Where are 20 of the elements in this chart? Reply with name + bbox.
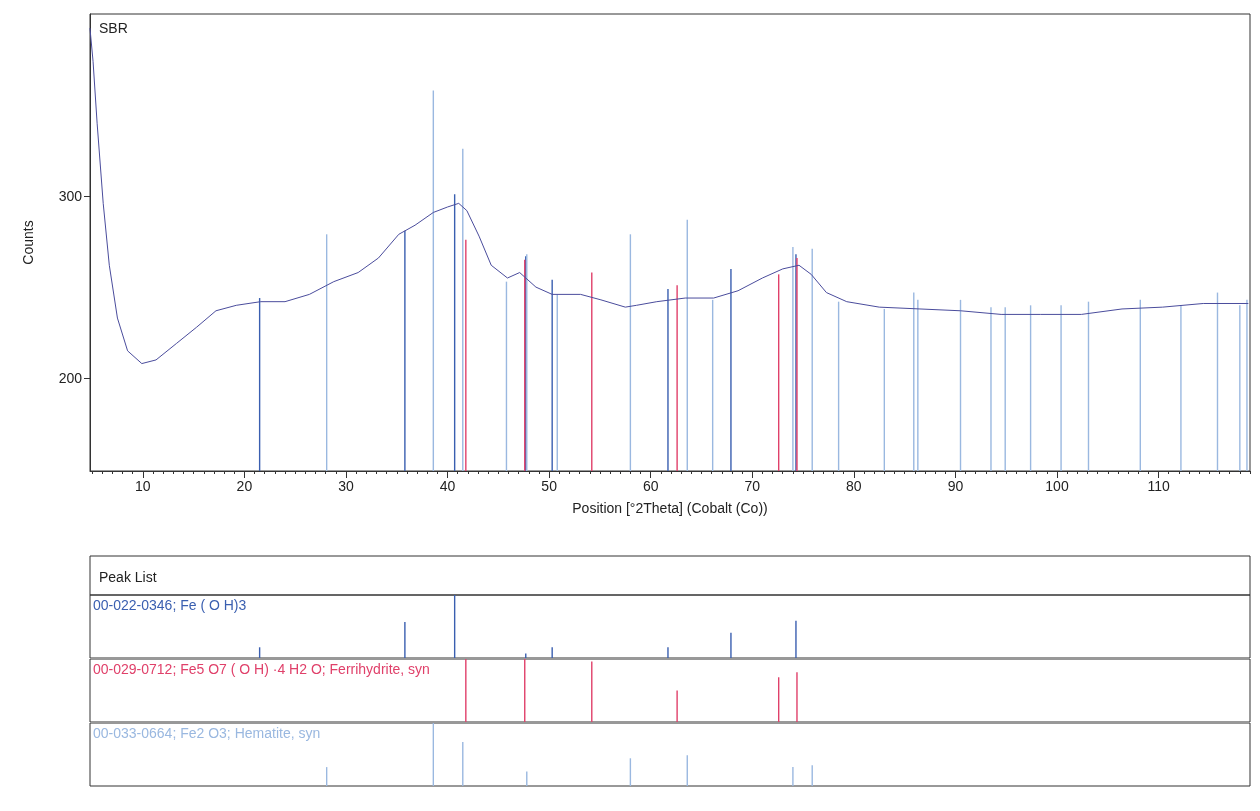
y-axis-title: Counts: [20, 220, 36, 265]
x-tick-label: 20: [236, 478, 253, 494]
x-tick-label: 90: [947, 478, 964, 494]
x-tick-label: 110: [1147, 478, 1170, 494]
x-tick-label: 100: [1045, 478, 1069, 494]
x-tick-label: 50: [541, 478, 558, 494]
x-tick-label: 10: [135, 478, 151, 494]
y-tick-label: 300: [58, 188, 83, 205]
x-tick-label: 40: [439, 478, 456, 494]
x-tick-label: 80: [846, 478, 862, 494]
series-label: 00-033-0664; Fe2 O3; Hematite, syn: [93, 725, 321, 741]
x-axis-title: Position [°2Theta] (Cobalt (Co)): [572, 500, 768, 516]
x-tick-label: 70: [744, 478, 761, 494]
text: 00-029-0712; Fe5 O7 ( O H) ·4 H2 O; Ferrihydrite, syn: [93, 661, 430, 677]
chart-title: Peak List: [99, 569, 157, 585]
chart-title: SBR: [99, 20, 128, 36]
text: 00-022-0346; Fe ( O H)3: [93, 597, 247, 613]
y-tick-label: 200: [58, 370, 83, 387]
x-tick-label: 30: [338, 478, 354, 494]
x-tick-label: 60: [642, 478, 659, 494]
